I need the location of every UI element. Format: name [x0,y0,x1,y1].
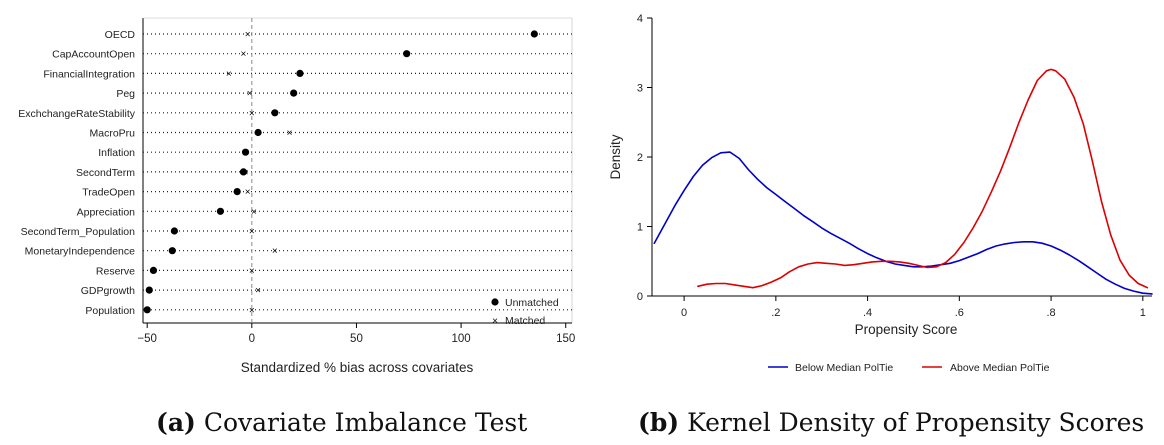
kernel-density-chart: 0 1 2 3 4 0 .2 .4 .6 .8 1 Propensity Score Density… [608,13,1153,374]
matched-point: × [243,148,249,159]
y-tick-label: SecondTerm_Population [21,226,136,238]
x-tick-label: 1 [1140,307,1146,319]
x-tick-label: 50 [350,333,363,345]
matched-point: × [249,108,255,119]
legend-label-matched: Matched [505,315,545,327]
x-tick-label: 150 [556,333,575,345]
matched-point: × [251,207,257,218]
covariate-imbalance-chart: OECD CapAccountOpen FinancialIntegration Pe… [18,17,575,375]
y-tick-label: ExchchangeRateStability [18,108,135,120]
x-axis-label-b: Propensity Score [855,322,958,337]
matched-point: × [249,227,255,238]
y-tick-label: CapAccountOpen [52,49,135,61]
density-line-below-median [653,151,1153,295]
x-tick-label: 0 [249,333,255,345]
y-tick-label: Population [85,305,135,317]
unmatched-point [145,286,153,294]
legend-a: Unmatched × Matched [491,297,559,327]
legend-marker-matched: × [492,316,498,327]
caption-a-text: Covariate Imbalance Test [203,408,528,437]
unmatched-point [216,207,225,215]
unmatched-point [254,128,262,137]
unmatched-point [143,306,151,314]
y-tick-label: MacroPru [89,128,135,140]
matched-point: × [243,167,249,178]
y-tick-label: 1 [637,222,643,234]
matched-point: × [287,128,293,139]
y-tick-label: 3 [637,83,643,95]
matched-point: × [249,266,255,277]
unmatched-point [530,30,538,38]
y-tick-label: FinancialIntegration [43,68,135,80]
matched-point: × [245,187,251,198]
density-line-above-median [697,68,1149,289]
unmatched-point [233,188,241,196]
y-tick-label: Inflation [98,147,135,159]
y-tick-label: TradeOpen [82,187,135,199]
y-tick-label: 0 [637,291,643,303]
y-tick-label: Peg [116,88,135,100]
caption-a: (a) Covariate Imbalance Test [156,408,527,437]
unmatched-point [290,89,298,97]
x-tick-label: 0 [681,307,687,319]
y-tick-label: 2 [637,152,643,164]
unmatched-point [271,109,279,117]
legend-marker-unmatched [491,298,499,306]
matched-point: × [226,69,232,80]
y-tick-label: Appreciation [77,206,136,218]
y-tick-label: MonetaryIndependence [25,246,135,258]
x-tick-label: .4 [863,307,872,319]
unmatched-point [403,50,411,58]
caption-b-text: Kernel Density of Propensity Scores [687,408,1145,437]
legend-label-above: Above Median PolTie [950,362,1050,374]
y-tick-label: Reserve [96,265,135,277]
unmatched-point [149,266,158,274]
x-tick-label: .2 [771,307,780,319]
y-axis-label-b: Density [608,134,623,179]
unmatched-point [239,168,248,176]
x-tick-label: −50 [137,333,157,345]
unmatched-point [170,227,178,235]
matched-point: × [272,246,278,257]
x-tick-label: 100 [451,333,470,345]
matched-point: × [247,89,253,100]
matched-point: × [249,305,255,316]
legend-b: Below Median PolTie Above Median PolTie [768,362,1050,374]
x-tick-label: .8 [1046,307,1055,319]
caption-a-label: (a) [156,408,196,437]
matched-point: × [245,30,251,41]
unmatched-point [168,247,176,255]
unmatched-point [241,148,250,156]
unmatched-point [296,69,304,77]
y-tick-label: GDPgrowth [81,285,135,297]
caption-b: (b) Kernel Density of Propensity Scores [638,408,1144,437]
caption-b-label: (b) [638,408,680,437]
y-tick-label: OECD [105,29,136,41]
x-axis-label-a: Standardized % bias across covariates [241,360,474,375]
matched-point: × [255,286,261,297]
legend-label-unmatched: Unmatched [505,297,559,309]
y-tick-label: SecondTerm [76,167,135,179]
x-tick-label: .6 [955,307,964,319]
legend-label-below: Below Median PolTie [795,362,893,374]
matched-point: × [241,49,247,60]
y-tick-label: 4 [637,13,643,25]
